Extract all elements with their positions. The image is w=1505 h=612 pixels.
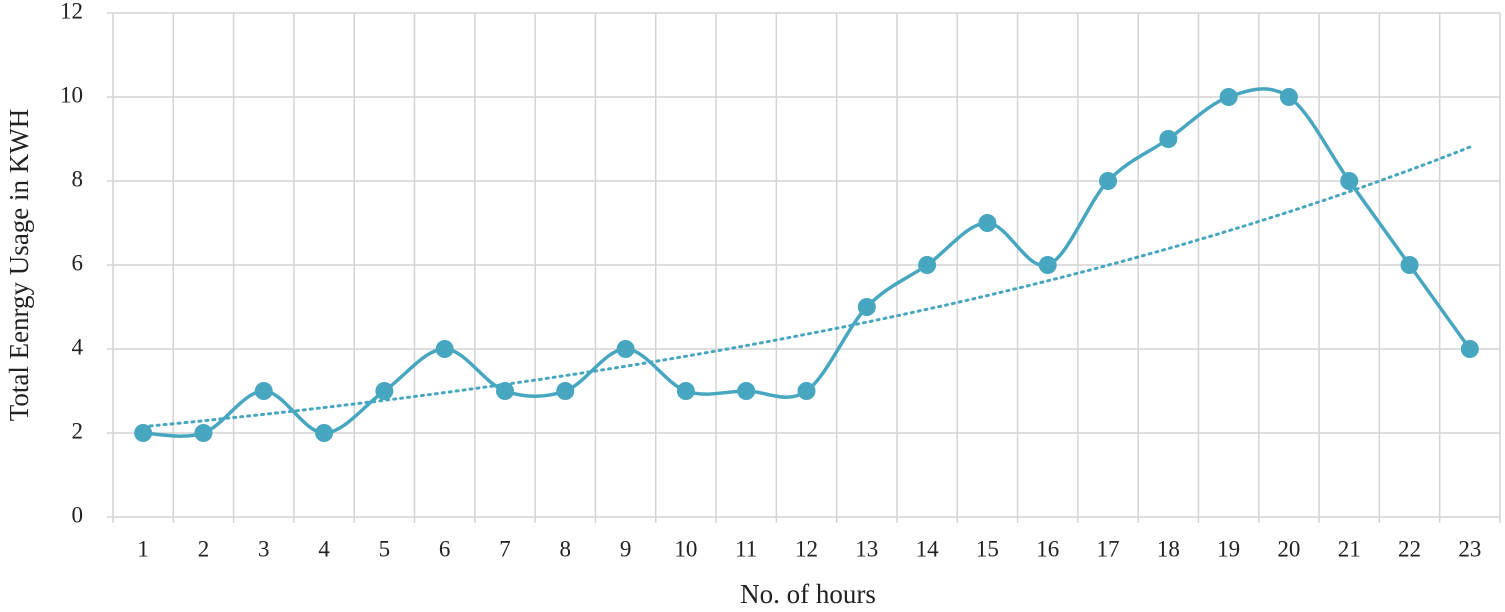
point [254,382,273,400]
y-tick-label: 4 [72,334,84,359]
y-tick-label: 6 [72,250,84,275]
x-tick-label: 1 [137,536,149,561]
point [315,424,334,442]
point [1099,172,1118,190]
point [797,382,816,400]
point [134,424,153,442]
x-tick-label: 17 [1097,536,1120,561]
x-tick-label: 23 [1458,536,1481,561]
y-tick-label: 2 [72,418,84,443]
point [435,340,454,358]
x-tick-label: 8 [560,536,572,561]
x-tick-label: 12 [795,536,818,561]
y-axis-title: Total Eenrgy Usage in KWH [4,109,34,422]
y-tick-label: 8 [72,166,84,191]
x-tick-label: 21 [1338,536,1361,561]
x-tick-label: 10 [674,536,697,561]
point [194,424,213,442]
x-tick-label: 2 [198,536,210,561]
x-tick-label: 4 [318,536,330,561]
y-tick-label: 10 [60,82,83,107]
x-tick-label: 7 [499,536,511,561]
point [978,214,997,232]
point [1279,88,1298,106]
point [495,382,514,400]
x-tick-label: 11 [735,536,757,561]
point [375,382,394,400]
point [556,382,575,400]
x-tick-label: 16 [1036,536,1059,561]
point [1400,256,1419,274]
x-tick-label: 9 [620,536,632,561]
x-axis-title: No. of hours [740,579,876,609]
point [918,256,937,274]
trendline [141,145,1472,429]
point [737,382,756,400]
x-tick-label: 20 [1277,536,1300,561]
point [1219,88,1238,106]
x-tick-label: 14 [916,536,940,561]
point [616,340,635,358]
x-tick-label: 19 [1217,536,1240,561]
y-tick-label: 12 [60,0,83,23]
x-tick-label: 6 [439,536,451,561]
x-tick-label: 13 [855,536,878,561]
point [1159,130,1178,148]
point [1460,340,1479,358]
y-tick-label: 0 [72,502,84,527]
point [1038,256,1057,274]
x-tick-label: 5 [379,536,391,561]
x-tick-label: 18 [1157,536,1180,561]
point [1340,172,1359,190]
point [676,382,695,400]
x-tick-label: 15 [976,536,999,561]
x-tick-label: 3 [258,536,270,561]
line [143,87,1472,438]
point [857,298,876,316]
x-tick-label: 22 [1398,536,1421,561]
